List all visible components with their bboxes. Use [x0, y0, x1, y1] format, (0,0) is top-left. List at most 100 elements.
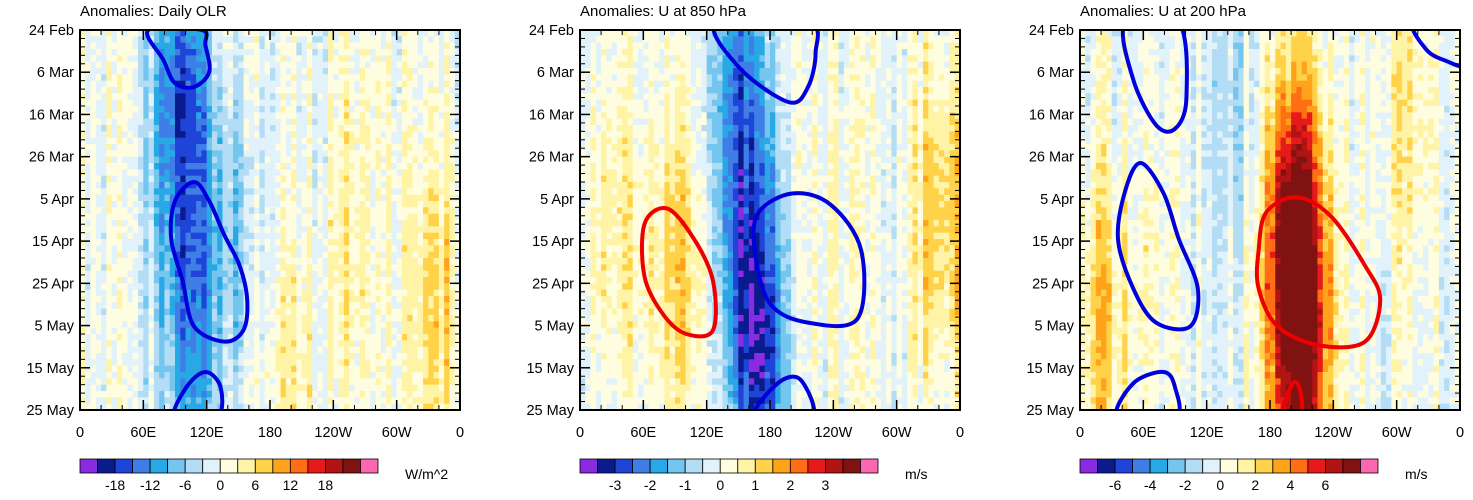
colorbar-label: 3	[822, 477, 830, 493]
y-tick-label: 15 May	[526, 361, 574, 377]
colorbar-swatch	[1238, 459, 1256, 473]
colorbar-swatch	[343, 459, 361, 473]
colorbar-swatch	[255, 459, 273, 473]
colorbar-swatch	[1360, 459, 1378, 473]
colorbar-swatch	[238, 459, 256, 473]
colorbar-swatch	[98, 459, 116, 473]
x-tick-label: 60W	[882, 425, 912, 441]
colorbar-swatch	[1115, 459, 1133, 473]
colorbar-label: 0	[216, 477, 224, 493]
y-tick-label: 16 Mar	[1029, 107, 1074, 123]
y-tick-label: 5 Apr	[540, 192, 574, 208]
x-tick-label: 180	[758, 425, 782, 441]
x-tick-label: 0	[956, 425, 964, 441]
y-tick-label: 5 May	[1035, 319, 1075, 335]
x-tick-label: 0	[1456, 425, 1464, 441]
colorbar-swatch	[633, 459, 651, 473]
x-tick-label: 120W	[814, 425, 852, 441]
colorbar-swatch	[790, 459, 808, 473]
colorbar-swatch	[185, 459, 203, 473]
colorbar-swatch	[1080, 459, 1098, 473]
colorbar-swatch	[1308, 459, 1326, 473]
colorbar-swatch	[203, 459, 221, 473]
y-tick-label: 25 Apr	[532, 276, 574, 292]
x-tick-label: 60W	[382, 425, 412, 441]
colorbar-unit: m/s	[1405, 466, 1428, 482]
y-tick-label: 25 Apr	[32, 276, 74, 292]
colorbar-swatch	[133, 459, 151, 473]
colorbar-label: 18	[318, 477, 334, 493]
colorbar-label: -3	[609, 477, 622, 493]
colorbar-swatch	[598, 459, 616, 473]
y-tick-label: 24 Feb	[529, 23, 574, 39]
x-tick-label: 0	[576, 425, 584, 441]
colorbar-swatch	[115, 459, 133, 473]
y-tick-label: 16 Mar	[29, 107, 74, 123]
y-tick-label: 15 May	[1026, 361, 1074, 377]
y-tick-label: 26 Mar	[529, 150, 574, 166]
x-tick-label: 0	[76, 425, 84, 441]
x-tick-label: 60E	[1130, 425, 1156, 441]
colorbar-swatch	[825, 459, 843, 473]
anomaly-field	[80, 27, 461, 421]
x-tick-label: 60E	[130, 425, 156, 441]
colorbar-label: -6	[179, 477, 192, 493]
colorbar-label: 2	[1251, 477, 1259, 493]
y-tick-label: 15 Apr	[532, 234, 574, 250]
anomaly-field	[1080, 14, 1473, 422]
colorbar-swatch	[168, 459, 186, 473]
x-tick-label: 120W	[314, 425, 352, 441]
colorbar-label: 6	[251, 477, 259, 493]
colorbar-swatch	[273, 459, 291, 473]
colorbar-label: 0	[716, 477, 724, 493]
colorbar-swatch	[290, 459, 308, 473]
colorbar-swatch	[80, 459, 98, 473]
colorbar-swatch	[1290, 459, 1308, 473]
y-tick-label: 25 May	[26, 403, 74, 419]
colorbar-swatch	[1343, 459, 1361, 473]
colorbar-label: -12	[140, 477, 160, 493]
y-tick-label: 26 Mar	[29, 150, 74, 166]
colorbar-swatch	[325, 459, 343, 473]
x-tick-label: 180	[1258, 425, 1282, 441]
y-tick-label: 5 May	[535, 319, 575, 335]
colorbar-label: 2	[786, 477, 794, 493]
x-tick-label: 120W	[1314, 425, 1352, 441]
y-tick-label: 24 Feb	[1029, 23, 1074, 39]
colorbar-label: -6	[1109, 477, 1122, 493]
colorbar-label: -1	[679, 477, 692, 493]
colorbar-swatch	[668, 459, 686, 473]
x-tick-label: 60W	[1382, 425, 1412, 441]
colorbar-swatch	[843, 459, 861, 473]
colorbar-swatch	[360, 459, 378, 473]
colorbar-swatch	[580, 459, 598, 473]
x-tick-label: 0	[456, 425, 464, 441]
y-tick-label: 15 Apr	[32, 234, 74, 250]
colorbar-swatch	[1255, 459, 1273, 473]
x-tick-label: 180	[258, 425, 282, 441]
y-tick-label: 25 Apr	[1032, 276, 1074, 292]
x-tick-label: 120E	[690, 425, 724, 441]
colorbar-swatch	[703, 459, 721, 473]
colorbar-swatch	[1150, 459, 1168, 473]
colorbar-swatch	[220, 459, 238, 473]
colorbar-swatch	[650, 459, 668, 473]
colorbar-label: 12	[283, 477, 299, 493]
colorbar-label: -2	[644, 477, 657, 493]
colorbar-label: -4	[1144, 477, 1157, 493]
colorbar-swatch	[720, 459, 738, 473]
y-tick-label: 24 Feb	[29, 23, 74, 39]
y-tick-label: 5 May	[35, 319, 75, 335]
y-tick-label: 25 May	[1026, 403, 1074, 419]
panel-title: Anomalies: U at 850 hPa	[580, 3, 747, 20]
colorbar-swatch	[738, 459, 756, 473]
y-tick-label: 6 Mar	[37, 65, 74, 81]
colorbar-swatch	[1203, 459, 1221, 473]
y-tick-label: 25 May	[526, 403, 574, 419]
y-tick-label: 15 Apr	[1032, 234, 1074, 250]
colorbar-unit: W/m^2	[405, 466, 448, 482]
